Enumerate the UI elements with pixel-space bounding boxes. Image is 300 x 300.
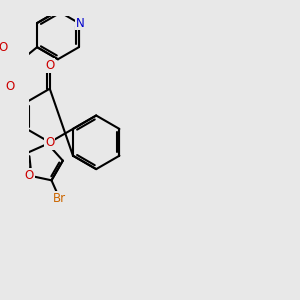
Text: O: O <box>45 59 54 72</box>
Text: O: O <box>25 169 34 182</box>
Text: O: O <box>45 136 54 149</box>
Text: O: O <box>0 41 8 54</box>
Text: Br: Br <box>53 192 66 205</box>
Text: N: N <box>76 16 85 30</box>
Text: O: O <box>5 80 15 93</box>
